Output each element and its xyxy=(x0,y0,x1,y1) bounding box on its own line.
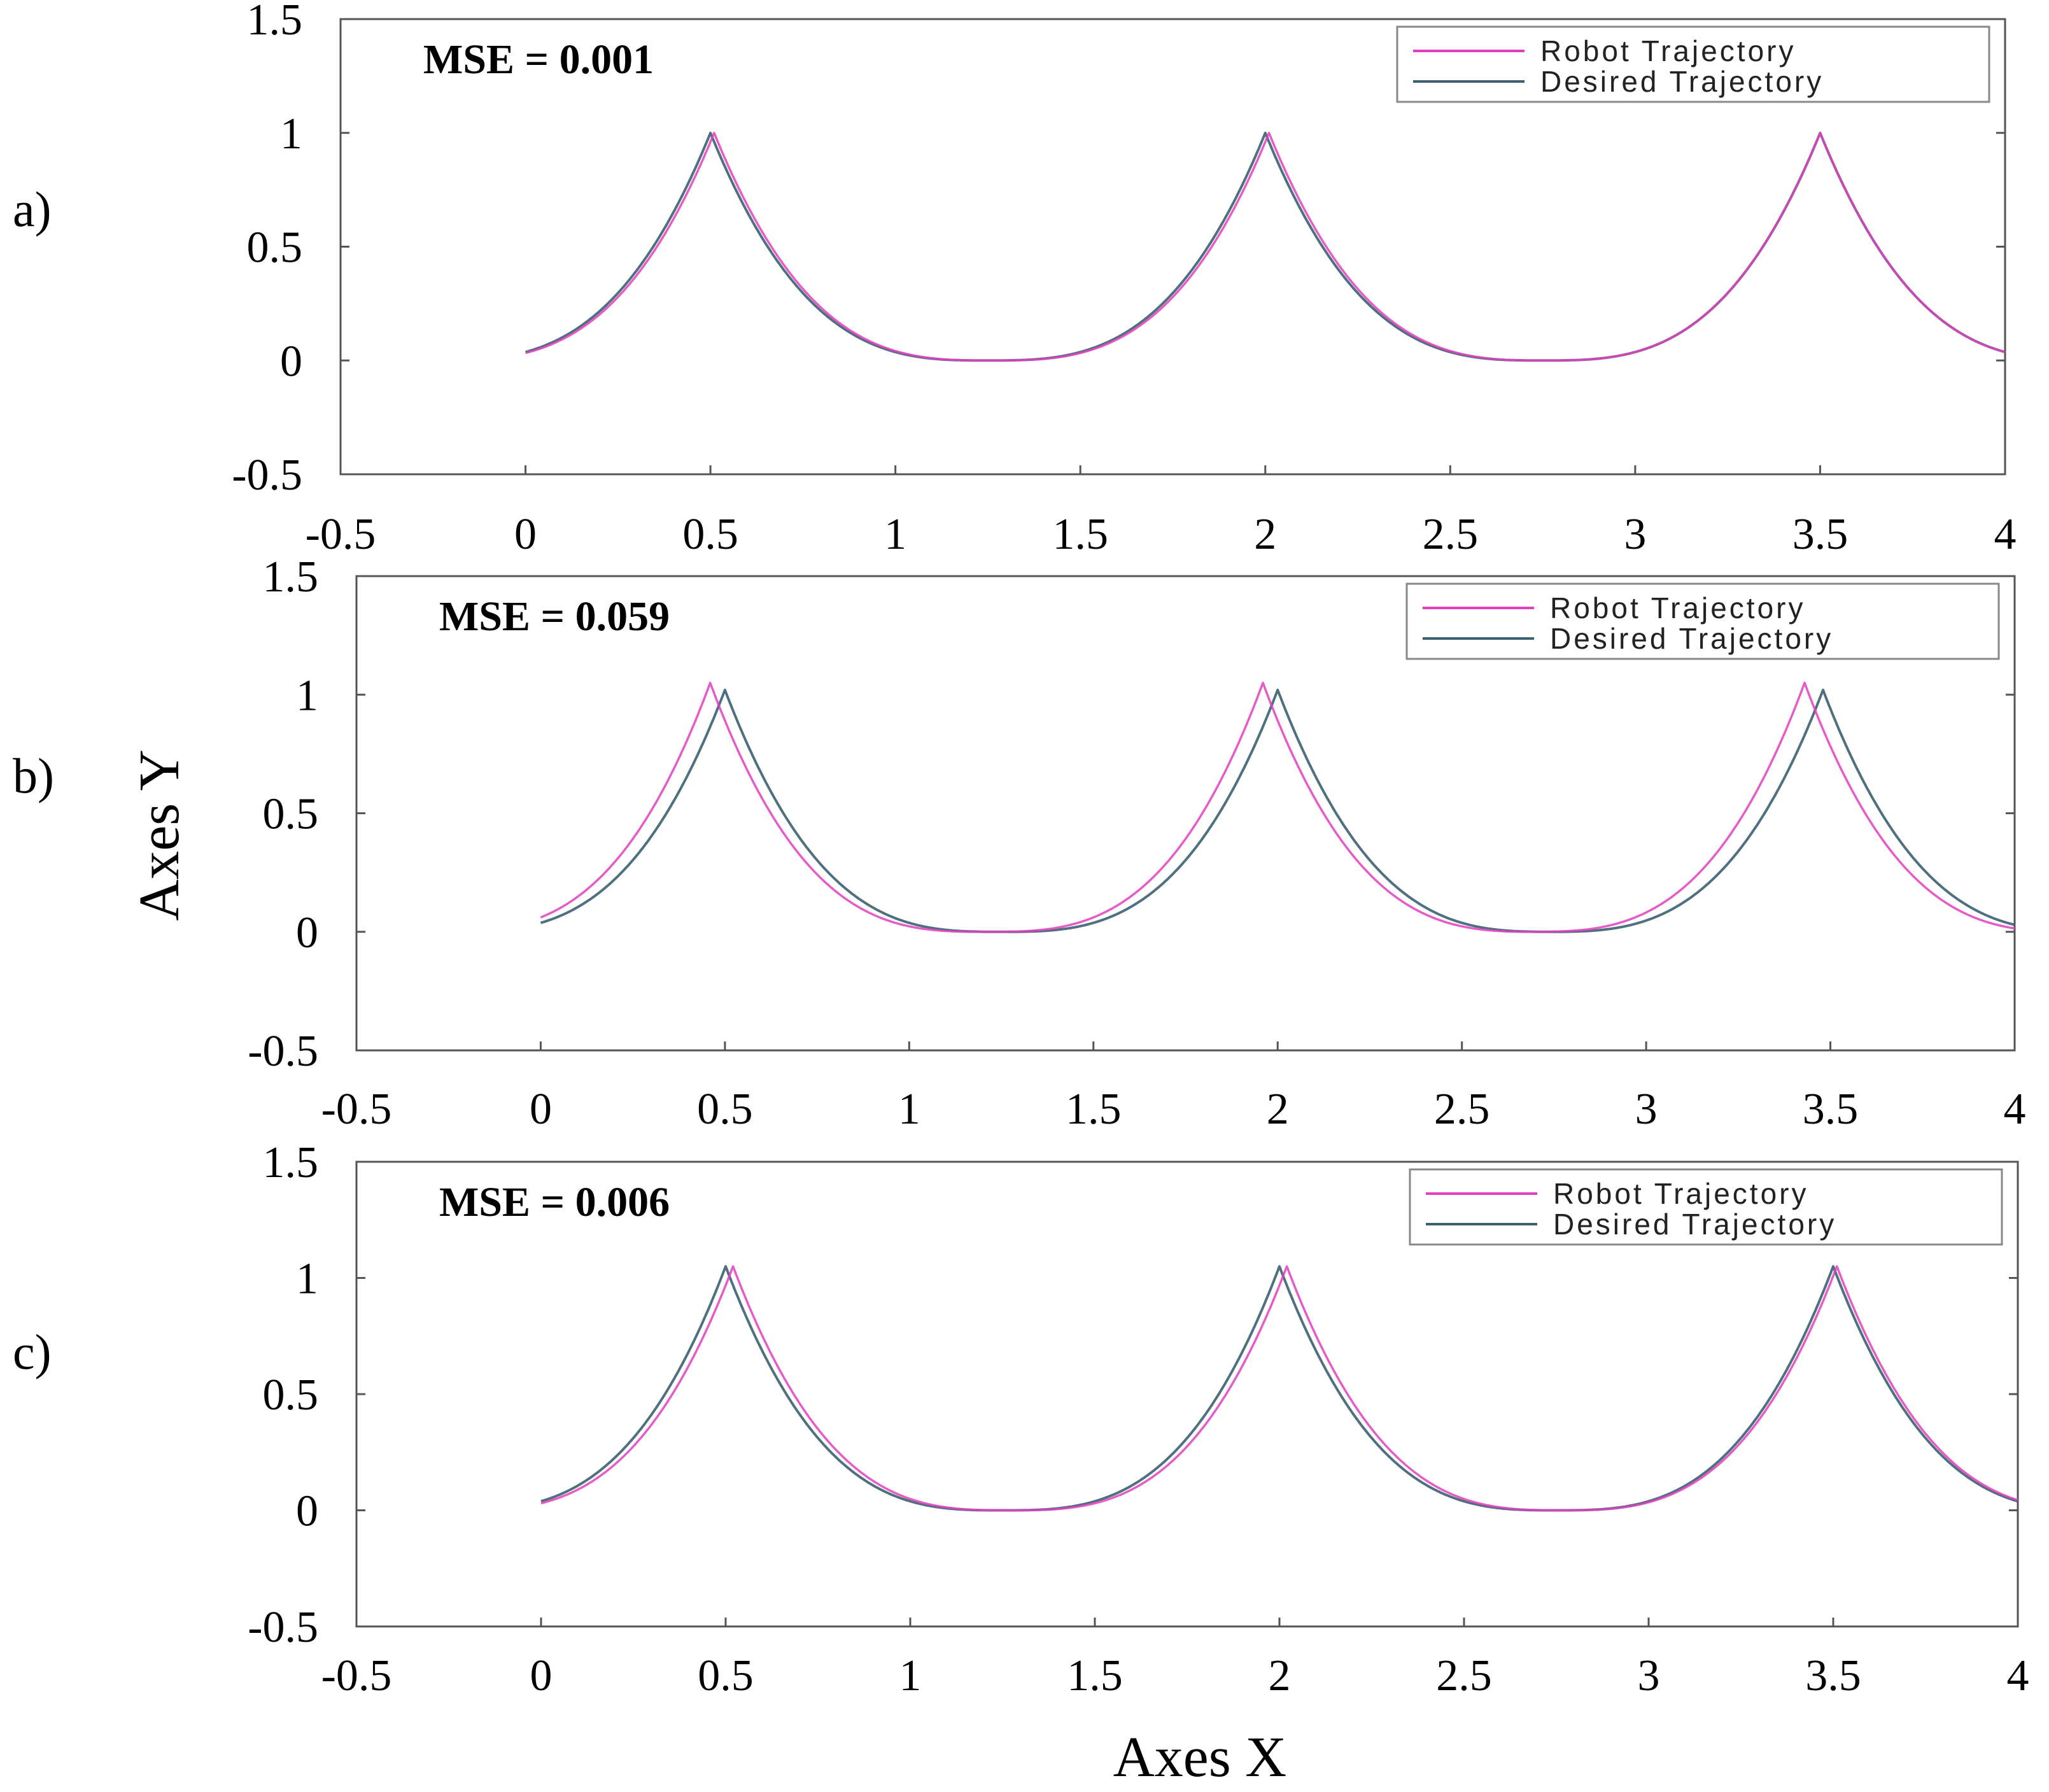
x-tick-label: 4 xyxy=(2004,1085,2026,1134)
x-tick-label: 3 xyxy=(1624,510,1646,559)
legend-label-desired: Desired Trajectory xyxy=(1550,622,1833,655)
y-tick-label: 0.5 xyxy=(263,1371,319,1420)
x-tick-label: 4 xyxy=(1994,510,2017,559)
panel-a: a) -0.5 0 0.5 1 1.5 -0.5 0 0.5 1 1.5 2 2.5 3 3.5 4 MSE =… xyxy=(13,0,2017,559)
panel-label: a) xyxy=(13,181,52,237)
y-tick-label: 0.5 xyxy=(263,790,319,839)
legend-label-robot: Robot Trajectory xyxy=(1553,1177,1808,1210)
x-tick-label: 2.5 xyxy=(1436,1651,1492,1700)
x-tick-label: 1 xyxy=(899,1651,922,1700)
x-tick-label: 2.5 xyxy=(1423,510,1479,559)
series-desired-line xyxy=(525,131,2006,362)
panel-label: b) xyxy=(13,748,54,803)
x-tick-label: -0.5 xyxy=(306,510,376,559)
panel-c: c) -0.5 0 0.5 1 1.5 -0.5 0 0.5 1 1.5 2 2.5 3 3.5 4 MSE =… xyxy=(13,1138,2029,1700)
x-tick-label: 4 xyxy=(2007,1651,2029,1700)
x-tick-label: 3.5 xyxy=(1805,1651,1861,1700)
y-tick-label: 1 xyxy=(280,109,302,159)
y-tick-label: 0 xyxy=(296,1487,318,1536)
y-tick-label: -0.5 xyxy=(232,451,302,500)
legend-box xyxy=(1396,25,1990,103)
x-tick-label: 0.5 xyxy=(682,510,738,559)
y-tick-label: 1.5 xyxy=(263,553,319,602)
legend-label-robot: Robot Trajectory xyxy=(1540,34,1796,67)
y-tick-label: 0 xyxy=(280,337,302,386)
x-tick-label: 0.5 xyxy=(698,1651,754,1700)
y-axis-title: Axes Y xyxy=(128,749,191,921)
y-tick-label: 1.5 xyxy=(263,1138,319,1187)
y-tick-label: 1 xyxy=(296,671,318,720)
y-tick-label: -0.5 xyxy=(248,1603,318,1652)
x-tick-label: 0 xyxy=(514,510,537,559)
x-tick-label: 0.5 xyxy=(697,1085,753,1134)
x-tick-label: 1 xyxy=(898,1085,920,1134)
x-tick-label: 0 xyxy=(530,1085,552,1134)
series-desired-line xyxy=(540,688,2015,933)
x-tick-label: -0.5 xyxy=(321,1085,392,1134)
x-tick-label: 1 xyxy=(884,510,906,559)
x-tick-label: 2 xyxy=(1267,1085,1289,1134)
y-tick-label: 0.5 xyxy=(247,223,303,272)
y-tick-label: 1.5 xyxy=(247,0,303,45)
x-tick-label: 1.5 xyxy=(1067,1651,1123,1700)
x-tick-label: 0 xyxy=(530,1651,553,1700)
y-tick-label: -0.5 xyxy=(248,1027,318,1076)
legend-box xyxy=(1409,1168,2003,1246)
panel-label: c) xyxy=(13,1324,52,1379)
mse-annotation: MSE = 0.059 xyxy=(439,593,670,640)
x-tick-label: 3.5 xyxy=(1803,1085,1859,1134)
x-tick-label: 3.5 xyxy=(1792,510,1848,559)
x-tick-label: 1.5 xyxy=(1066,1085,1122,1134)
y-tick-label: 0 xyxy=(296,908,318,957)
panel-b: b) -0.5 0 0.5 1 1.5 -0.5 0 0.5 1 1.5 2 2.5 3 3.5 4 MSE =… xyxy=(13,553,2026,1134)
legend-label-desired: Desired Trajectory xyxy=(1540,65,1824,98)
mse-annotation: MSE = 0.006 xyxy=(439,1179,670,1225)
series-robot-line xyxy=(525,132,2006,362)
legend-label-desired: Desired Trajectory xyxy=(1553,1208,1836,1241)
x-tick-label: 3 xyxy=(1635,1085,1658,1134)
x-tick-label: 2 xyxy=(1254,510,1276,559)
legend-label-robot: Robot Trajectory xyxy=(1550,591,1805,624)
x-tick-label: -0.5 xyxy=(321,1651,392,1700)
mse-annotation: MSE = 0.001 xyxy=(423,36,654,83)
x-tick-label: 3 xyxy=(1638,1651,1660,1700)
x-tick-label: 1.5 xyxy=(1052,510,1108,559)
series-robot-line xyxy=(540,1265,2018,1512)
y-tick-label: 1 xyxy=(296,1255,318,1304)
series-desired-line xyxy=(540,1265,2018,1512)
x-tick-label: 2 xyxy=(1269,1651,1291,1700)
series-robot-line xyxy=(540,681,2015,933)
x-tick-label: 2.5 xyxy=(1434,1085,1490,1134)
legend-box xyxy=(1405,582,2000,660)
x-axis-title: Axes X xyxy=(1113,1726,1286,1789)
